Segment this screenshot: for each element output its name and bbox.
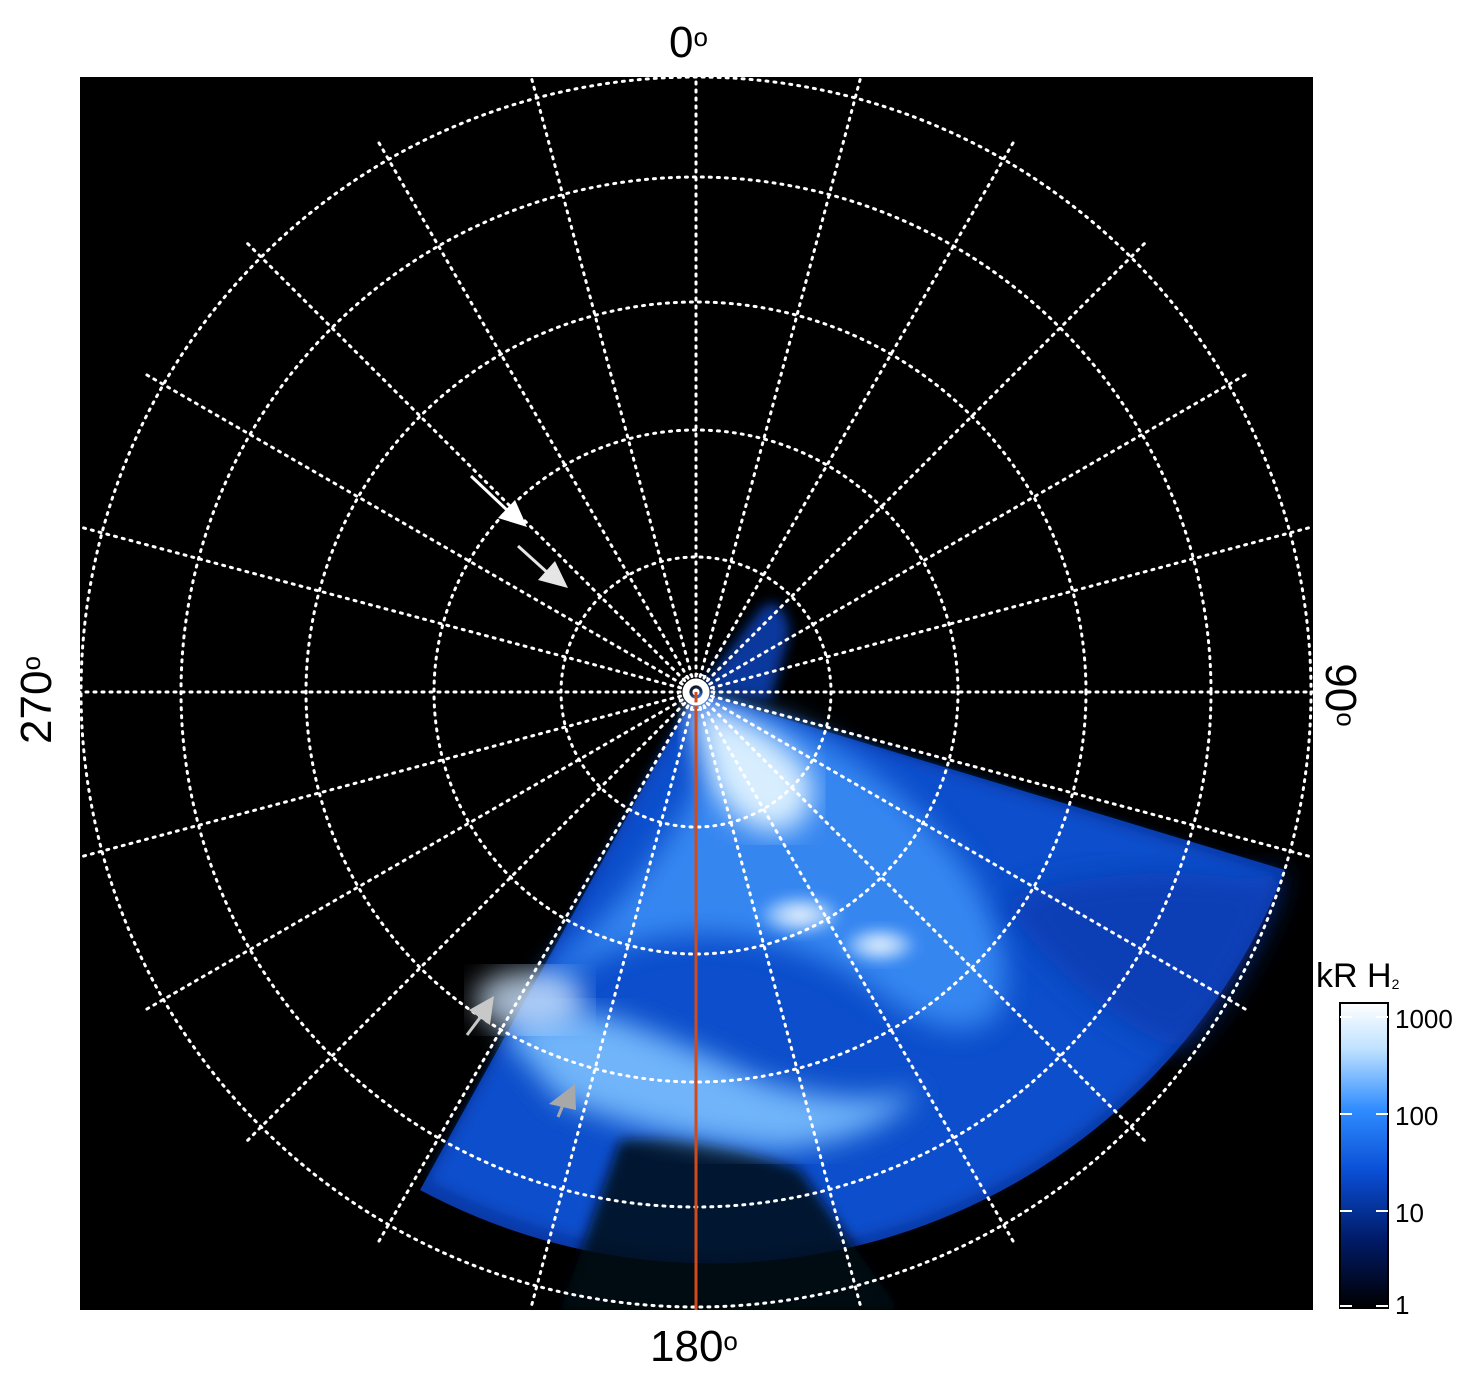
longitude-line (694, 237, 1151, 694)
auroral-emission (420, 603, 1285, 1310)
longitude-label-bottom: 180o (650, 1322, 738, 1371)
colorbar-gradient (1339, 1002, 1389, 1309)
longitude-label-left: 270o (12, 656, 61, 744)
longitude-line (374, 690, 698, 1248)
colorbar-title: kR H2 (1316, 957, 1400, 995)
longitude-line (241, 237, 698, 694)
longitude-line (694, 690, 1018, 1248)
longitude-line (241, 690, 698, 1147)
longitude-line (694, 370, 1252, 694)
longitude-line (694, 136, 1018, 694)
longitude-line (694, 690, 1313, 859)
longitude-line (80, 690, 698, 859)
white-arrow-1 (469, 474, 527, 527)
polar-grid (80, 77, 1313, 1310)
longitude-line (694, 690, 1252, 1014)
colorbar-tick-label: 1000 (1395, 1004, 1453, 1034)
colorbar-ticks (1340, 1016, 1388, 1307)
longitude-line (694, 690, 864, 1310)
longitude-line (140, 690, 698, 1014)
longitude-line (694, 77, 863, 694)
colorbar-tick-label: 100 (1395, 1101, 1439, 1131)
longitude-line (694, 525, 1313, 694)
pole-marker (682, 678, 710, 706)
longitude-line (140, 370, 698, 694)
longitude-line (80, 525, 698, 694)
longitude-line (528, 690, 698, 1310)
colorbar-tick-label: 1 (1395, 1290, 1410, 1320)
colorbar-tick-label: 10 (1395, 1198, 1424, 1228)
longitude-line (694, 690, 1151, 1147)
latitude-circle (304, 300, 1088, 1084)
gray-arrow-1 (465, 996, 494, 1036)
gray-arrow-2 (549, 1084, 576, 1118)
longitude-label-top: 0o (669, 18, 708, 67)
longitude-label-right: 90o (1316, 663, 1365, 727)
colorbar (1339, 1002, 1389, 1309)
white-arrow-2 (516, 544, 568, 588)
longitude-line (374, 136, 698, 694)
longitude-line (529, 77, 698, 694)
